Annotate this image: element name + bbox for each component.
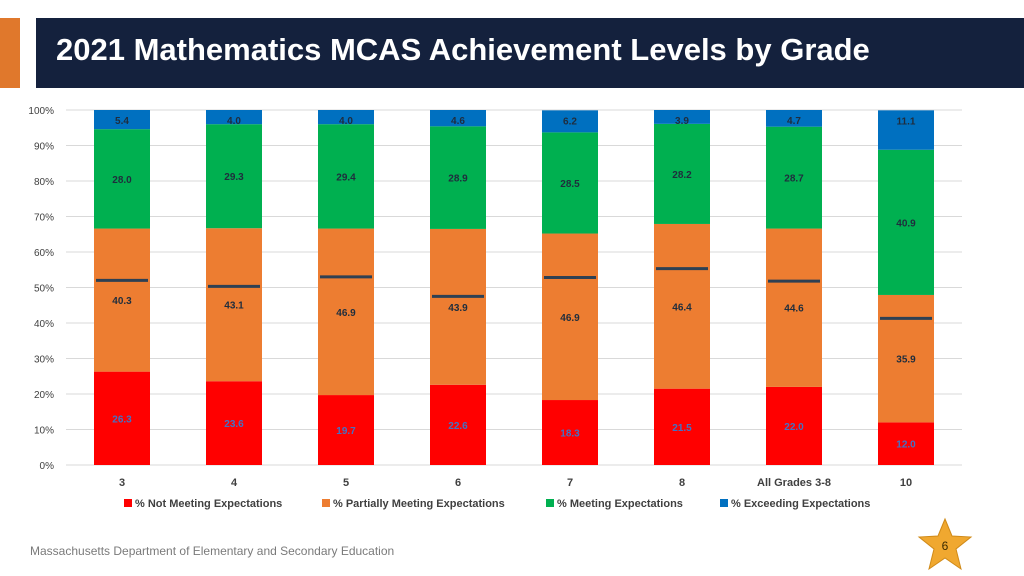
y-tick-label: 20% <box>34 390 54 401</box>
legend-label: % Not Meeting Expectations <box>135 498 282 510</box>
data-label: 29.4 <box>336 172 356 183</box>
data-label: 35.9 <box>896 355 916 366</box>
x-tick-label: 7 <box>567 477 573 489</box>
legend-swatch <box>546 499 554 507</box>
bar-segment <box>542 132 598 234</box>
data-label: 28.2 <box>672 170 692 181</box>
bar-segment <box>654 110 710 124</box>
bar-segment <box>878 110 934 150</box>
bar-segment <box>878 422 934 465</box>
data-label: 4.0 <box>227 116 241 127</box>
bar-segment <box>94 371 150 465</box>
title-bar: 2021 Mathematics MCAS Achievement Levels… <box>36 18 1024 88</box>
data-label: 18.3 <box>560 429 580 440</box>
bar-segment <box>766 126 822 229</box>
data-label: 46.9 <box>336 308 356 319</box>
bar-segment <box>206 381 262 465</box>
data-label: 44.6 <box>784 304 804 315</box>
bar-segment <box>430 384 486 465</box>
data-label: 29.3 <box>224 172 244 183</box>
data-label: 22.6 <box>448 421 468 432</box>
data-label: 28.0 <box>112 175 132 186</box>
data-label: 4.7 <box>787 116 801 127</box>
accent-bar <box>0 18 20 88</box>
legend-swatch <box>124 499 132 507</box>
y-tick-label: 90% <box>34 142 54 153</box>
x-tick-label: 8 <box>679 477 685 489</box>
bar-segment <box>654 123 710 224</box>
data-label: 5.4 <box>115 116 129 127</box>
page-number: 6 <box>941 539 949 553</box>
y-tick-label: 80% <box>34 177 54 188</box>
bar-segment <box>94 129 150 229</box>
x-tick-label: 3 <box>119 477 125 489</box>
y-tick-label: 100% <box>28 106 54 117</box>
bar-segment <box>206 110 262 125</box>
y-tick-label: 50% <box>34 284 54 295</box>
data-label: 28.5 <box>560 179 580 190</box>
data-label: 46.4 <box>672 302 692 313</box>
x-tick-label: 4 <box>231 477 238 489</box>
bar-segment <box>430 126 486 229</box>
data-label: 28.7 <box>784 174 804 185</box>
footer-text: Massachusetts Department of Elementary a… <box>30 544 395 558</box>
data-label: 40.9 <box>896 218 916 229</box>
x-tick-label: 10 <box>900 477 912 489</box>
bar-segment <box>94 228 150 372</box>
slide-title: 2021 Mathematics MCAS Achievement Levels… <box>56 32 870 67</box>
bar-segment <box>206 228 262 382</box>
bar-segment <box>654 223 710 389</box>
data-label: 26.3 <box>112 414 132 425</box>
bar-segment <box>318 228 374 396</box>
bar-segment <box>654 388 710 465</box>
legend-label: % Exceeding Expectations <box>731 498 870 510</box>
data-label: 11.1 <box>897 116 916 127</box>
bar-segment <box>318 395 374 465</box>
bar-segment <box>766 386 822 465</box>
legend-swatch <box>720 499 728 507</box>
bar-segment <box>94 110 150 130</box>
data-label: 28.9 <box>448 174 468 185</box>
x-tick-label: 5 <box>343 477 349 489</box>
y-tick-label: 60% <box>34 248 54 259</box>
y-tick-label: 70% <box>34 213 54 224</box>
bar-segment <box>318 110 374 125</box>
data-label: 23.6 <box>224 419 244 430</box>
bar-segment <box>542 110 598 133</box>
x-tick-label: 6 <box>455 477 461 489</box>
page-number-badge: 6 <box>916 517 974 573</box>
star-icon <box>917 517 973 571</box>
bar-segment <box>206 124 262 229</box>
x-tick-label: All Grades 3-8 <box>757 477 831 489</box>
legend-swatch <box>322 499 330 507</box>
data-label: 40.3 <box>112 296 132 307</box>
data-label: 46.9 <box>560 313 580 324</box>
bar-segment <box>878 149 934 295</box>
data-label: 12.0 <box>896 440 916 451</box>
data-label: 3.9 <box>675 116 689 127</box>
bar-segment <box>430 110 486 127</box>
data-label: 43.9 <box>448 303 468 314</box>
bar-segment <box>542 400 598 465</box>
y-tick-label: 0% <box>40 461 55 472</box>
legend-label: % Meeting Expectations <box>557 498 683 510</box>
data-label: 6.2 <box>563 116 577 127</box>
y-tick-label: 40% <box>34 319 54 330</box>
bar-segment <box>542 233 598 401</box>
bar-segment <box>766 228 822 387</box>
data-label: 4.0 <box>339 116 353 127</box>
data-label: 22.0 <box>784 422 804 433</box>
bar-segment <box>430 228 486 385</box>
data-label: 19.7 <box>336 426 356 437</box>
data-label: 43.1 <box>224 301 244 312</box>
legend-label: % Partially Meeting Expectations <box>333 498 505 510</box>
bar-segment <box>318 124 374 229</box>
stacked-bar-chart: 0% 10% 20% 30% 40% 50% 60% 70% 80% 90% 100% 26.3 40.… <box>28 106 962 510</box>
data-label: 21.5 <box>672 423 692 434</box>
bar-segment <box>878 294 934 423</box>
y-tick-label: 30% <box>34 355 54 366</box>
data-label: 4.6 <box>451 116 465 127</box>
bar-segment <box>766 110 822 127</box>
y-tick-label: 10% <box>34 426 54 437</box>
